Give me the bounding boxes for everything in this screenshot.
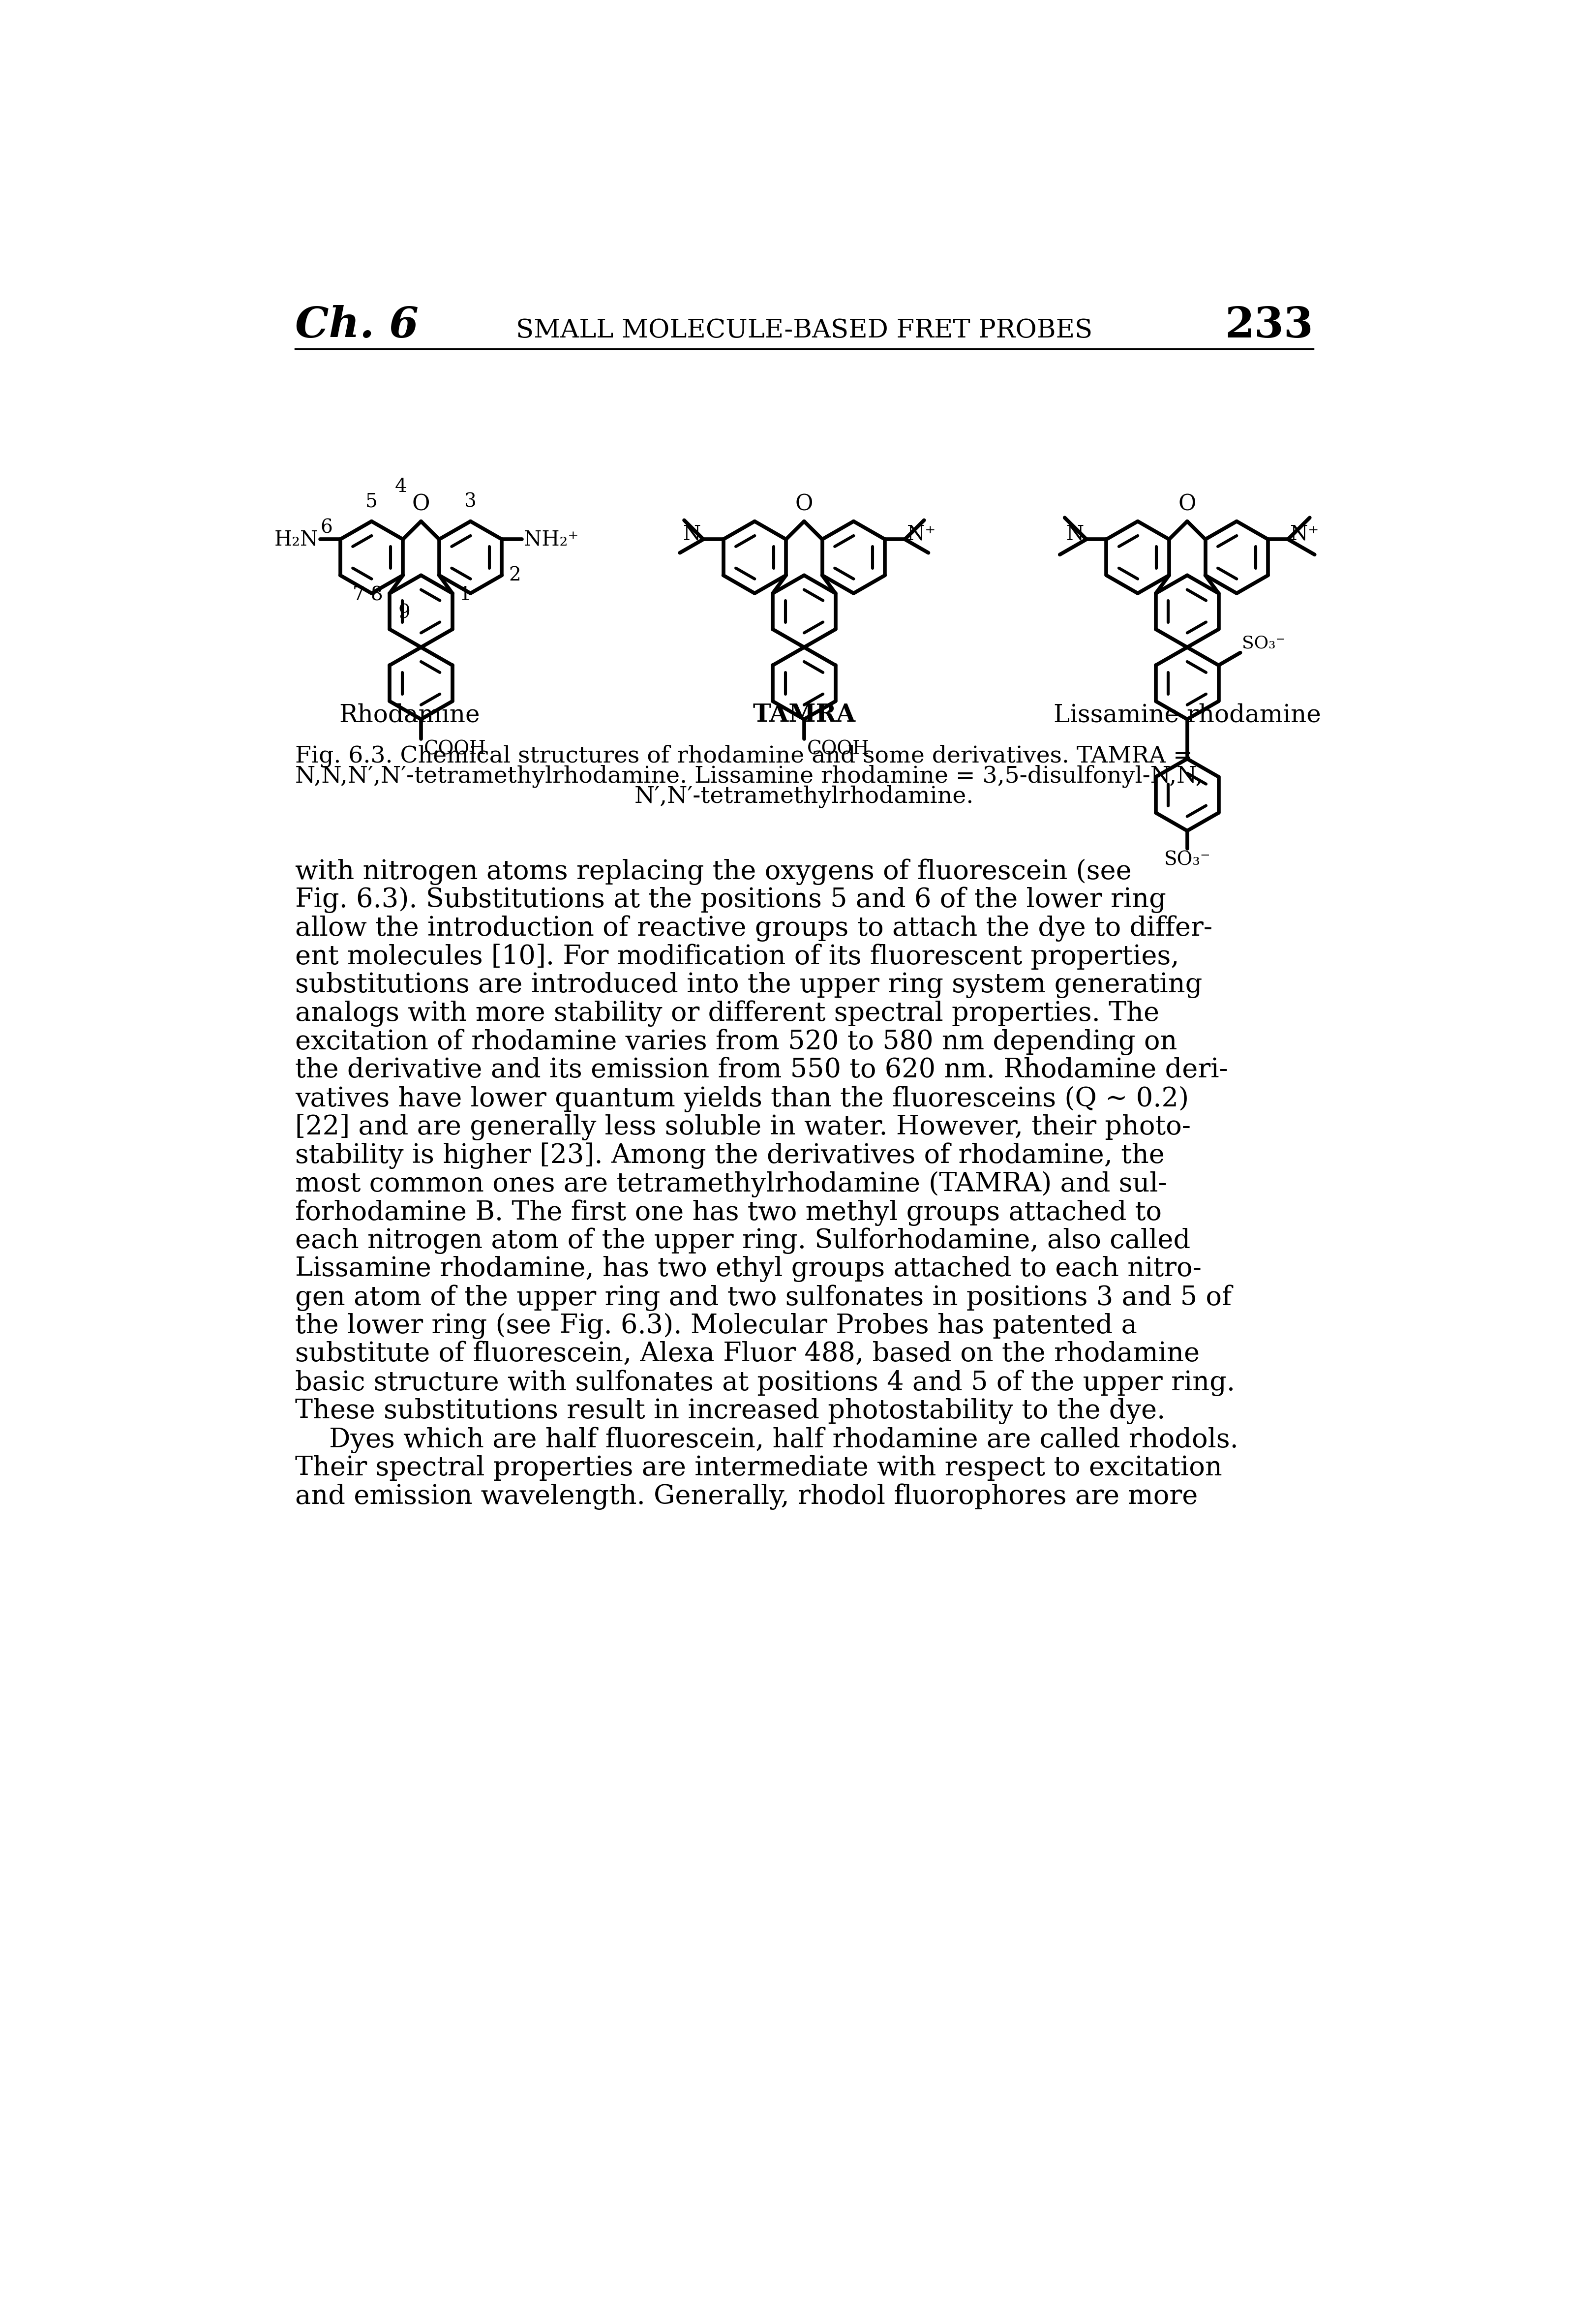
Text: TAMRA: TAMRA bbox=[753, 704, 855, 727]
Text: SO₃⁻: SO₃⁻ bbox=[1164, 851, 1210, 869]
Text: with nitrogen atoms replacing the oxygens of fluorescein (see: with nitrogen atoms replacing the oxygen… bbox=[295, 858, 1131, 885]
Text: and emission wavelength. Generally, rhodol fluorophores are more: and emission wavelength. Generally, rhod… bbox=[295, 1483, 1199, 1511]
Text: N,N,N′,N′-tetramethylrhodamine. Lissamine rhodamine = 3,5-disulfonyl-N,N,: N,N,N′,N′-tetramethylrhodamine. Lissamin… bbox=[295, 765, 1203, 788]
Text: N: N bbox=[1067, 523, 1084, 544]
Text: Their spectral properties are intermediate with respect to excitation: Their spectral properties are intermedia… bbox=[295, 1455, 1222, 1480]
Text: gen atom of the upper ring and two sulfonates in positions 3 and 5 of: gen atom of the upper ring and two sulfo… bbox=[295, 1285, 1232, 1311]
Text: the derivative and its emission from 550 to 620 nm. Rhodamine deri-: the derivative and its emission from 550… bbox=[295, 1057, 1229, 1083]
Text: SMALL MOLECULE-BASED FRET PROBES: SMALL MOLECULE-BASED FRET PROBES bbox=[516, 318, 1092, 344]
Text: allow the introduction of reactive groups to attach the dye to differ-: allow the introduction of reactive group… bbox=[295, 916, 1213, 941]
Text: N′,N′-tetramethylrhodamine.: N′,N′-tetramethylrhodamine. bbox=[634, 786, 974, 809]
Text: N⁺: N⁺ bbox=[1290, 523, 1320, 544]
Text: O: O bbox=[795, 493, 813, 516]
Text: 3: 3 bbox=[464, 493, 477, 511]
Text: 5: 5 bbox=[366, 493, 378, 511]
Text: 233: 233 bbox=[1224, 304, 1313, 346]
Text: Fig. 6.3). Substitutions at the positions 5 and 6 of the lower ring: Fig. 6.3). Substitutions at the position… bbox=[295, 888, 1166, 913]
Text: substitutions are introduced into the upper ring system generating: substitutions are introduced into the up… bbox=[295, 971, 1202, 999]
Text: the lower ring (see Fig. 6.3). Molecular Probes has patented a: the lower ring (see Fig. 6.3). Molecular… bbox=[295, 1313, 1138, 1339]
Text: 8: 8 bbox=[370, 586, 383, 604]
Text: These substitutions result in increased photostability to the dye.: These substitutions result in increased … bbox=[295, 1399, 1166, 1425]
Text: excitation of rhodamine varies from 520 to 580 nm depending on: excitation of rhodamine varies from 520 … bbox=[295, 1030, 1177, 1055]
Text: 2: 2 bbox=[508, 567, 521, 583]
Text: O: O bbox=[1178, 493, 1196, 516]
Text: 1: 1 bbox=[460, 586, 471, 604]
Text: stability is higher [23]. Among the derivatives of rhodamine, the: stability is higher [23]. Among the deri… bbox=[295, 1143, 1164, 1169]
Text: COOH: COOH bbox=[424, 739, 486, 758]
Text: H₂N: H₂N bbox=[275, 530, 319, 551]
Text: most common ones are tetramethylrhodamine (TAMRA) and sul-: most common ones are tetramethylrhodamin… bbox=[295, 1171, 1167, 1197]
Text: vatives have lower quantum yields than the fluoresceins (Q ∼ 0.2): vatives have lower quantum yields than t… bbox=[295, 1085, 1189, 1113]
Text: N⁺: N⁺ bbox=[907, 523, 935, 544]
Text: each nitrogen atom of the upper ring. Sulforhodamine, also called: each nitrogen atom of the upper ring. Su… bbox=[295, 1227, 1191, 1255]
Text: Lissamine rhodamine, has two ethyl groups attached to each nitro-: Lissamine rhodamine, has two ethyl group… bbox=[295, 1257, 1202, 1283]
Text: basic structure with sulfonates at positions 4 and 5 of the upper ring.: basic structure with sulfonates at posit… bbox=[295, 1369, 1235, 1397]
Text: SO₃⁻: SO₃⁻ bbox=[1243, 634, 1285, 651]
Text: [22] and are generally less soluble in water. However, their photo-: [22] and are generally less soluble in w… bbox=[295, 1113, 1191, 1141]
Text: 7: 7 bbox=[353, 586, 364, 604]
Text: forhodamine B. The first one has two methyl groups attached to: forhodamine B. The first one has two met… bbox=[295, 1199, 1163, 1225]
Text: NH₂⁺: NH₂⁺ bbox=[524, 530, 579, 551]
Text: 6: 6 bbox=[320, 518, 333, 537]
Text: Rhodamine: Rhodamine bbox=[339, 704, 480, 727]
Text: Lissamine rhodamine: Lissamine rhodamine bbox=[1053, 704, 1321, 727]
Text: Ch. 6: Ch. 6 bbox=[295, 304, 419, 346]
Text: Fig. 6.3. Chemical structures of rhodamine and some derivatives. TAMRA =: Fig. 6.3. Chemical structures of rhodami… bbox=[295, 744, 1192, 767]
Text: O: O bbox=[413, 493, 430, 516]
Text: N: N bbox=[683, 523, 701, 544]
Text: COOH: COOH bbox=[806, 739, 869, 758]
Text: 4: 4 bbox=[395, 479, 408, 495]
Text: 9: 9 bbox=[399, 604, 411, 623]
Text: analogs with more stability or different spectral properties. The: analogs with more stability or different… bbox=[295, 1002, 1159, 1027]
Text: substitute of fluorescein, Alexa Fluor 488, based on the rhodamine: substitute of fluorescein, Alexa Fluor 4… bbox=[295, 1341, 1200, 1367]
Text: ent molecules [10]. For modification of its fluorescent properties,: ent molecules [10]. For modification of … bbox=[295, 944, 1180, 969]
Text: Dyes which are half fluorescein, half rhodamine are called rhodols.: Dyes which are half fluorescein, half rh… bbox=[295, 1427, 1238, 1452]
